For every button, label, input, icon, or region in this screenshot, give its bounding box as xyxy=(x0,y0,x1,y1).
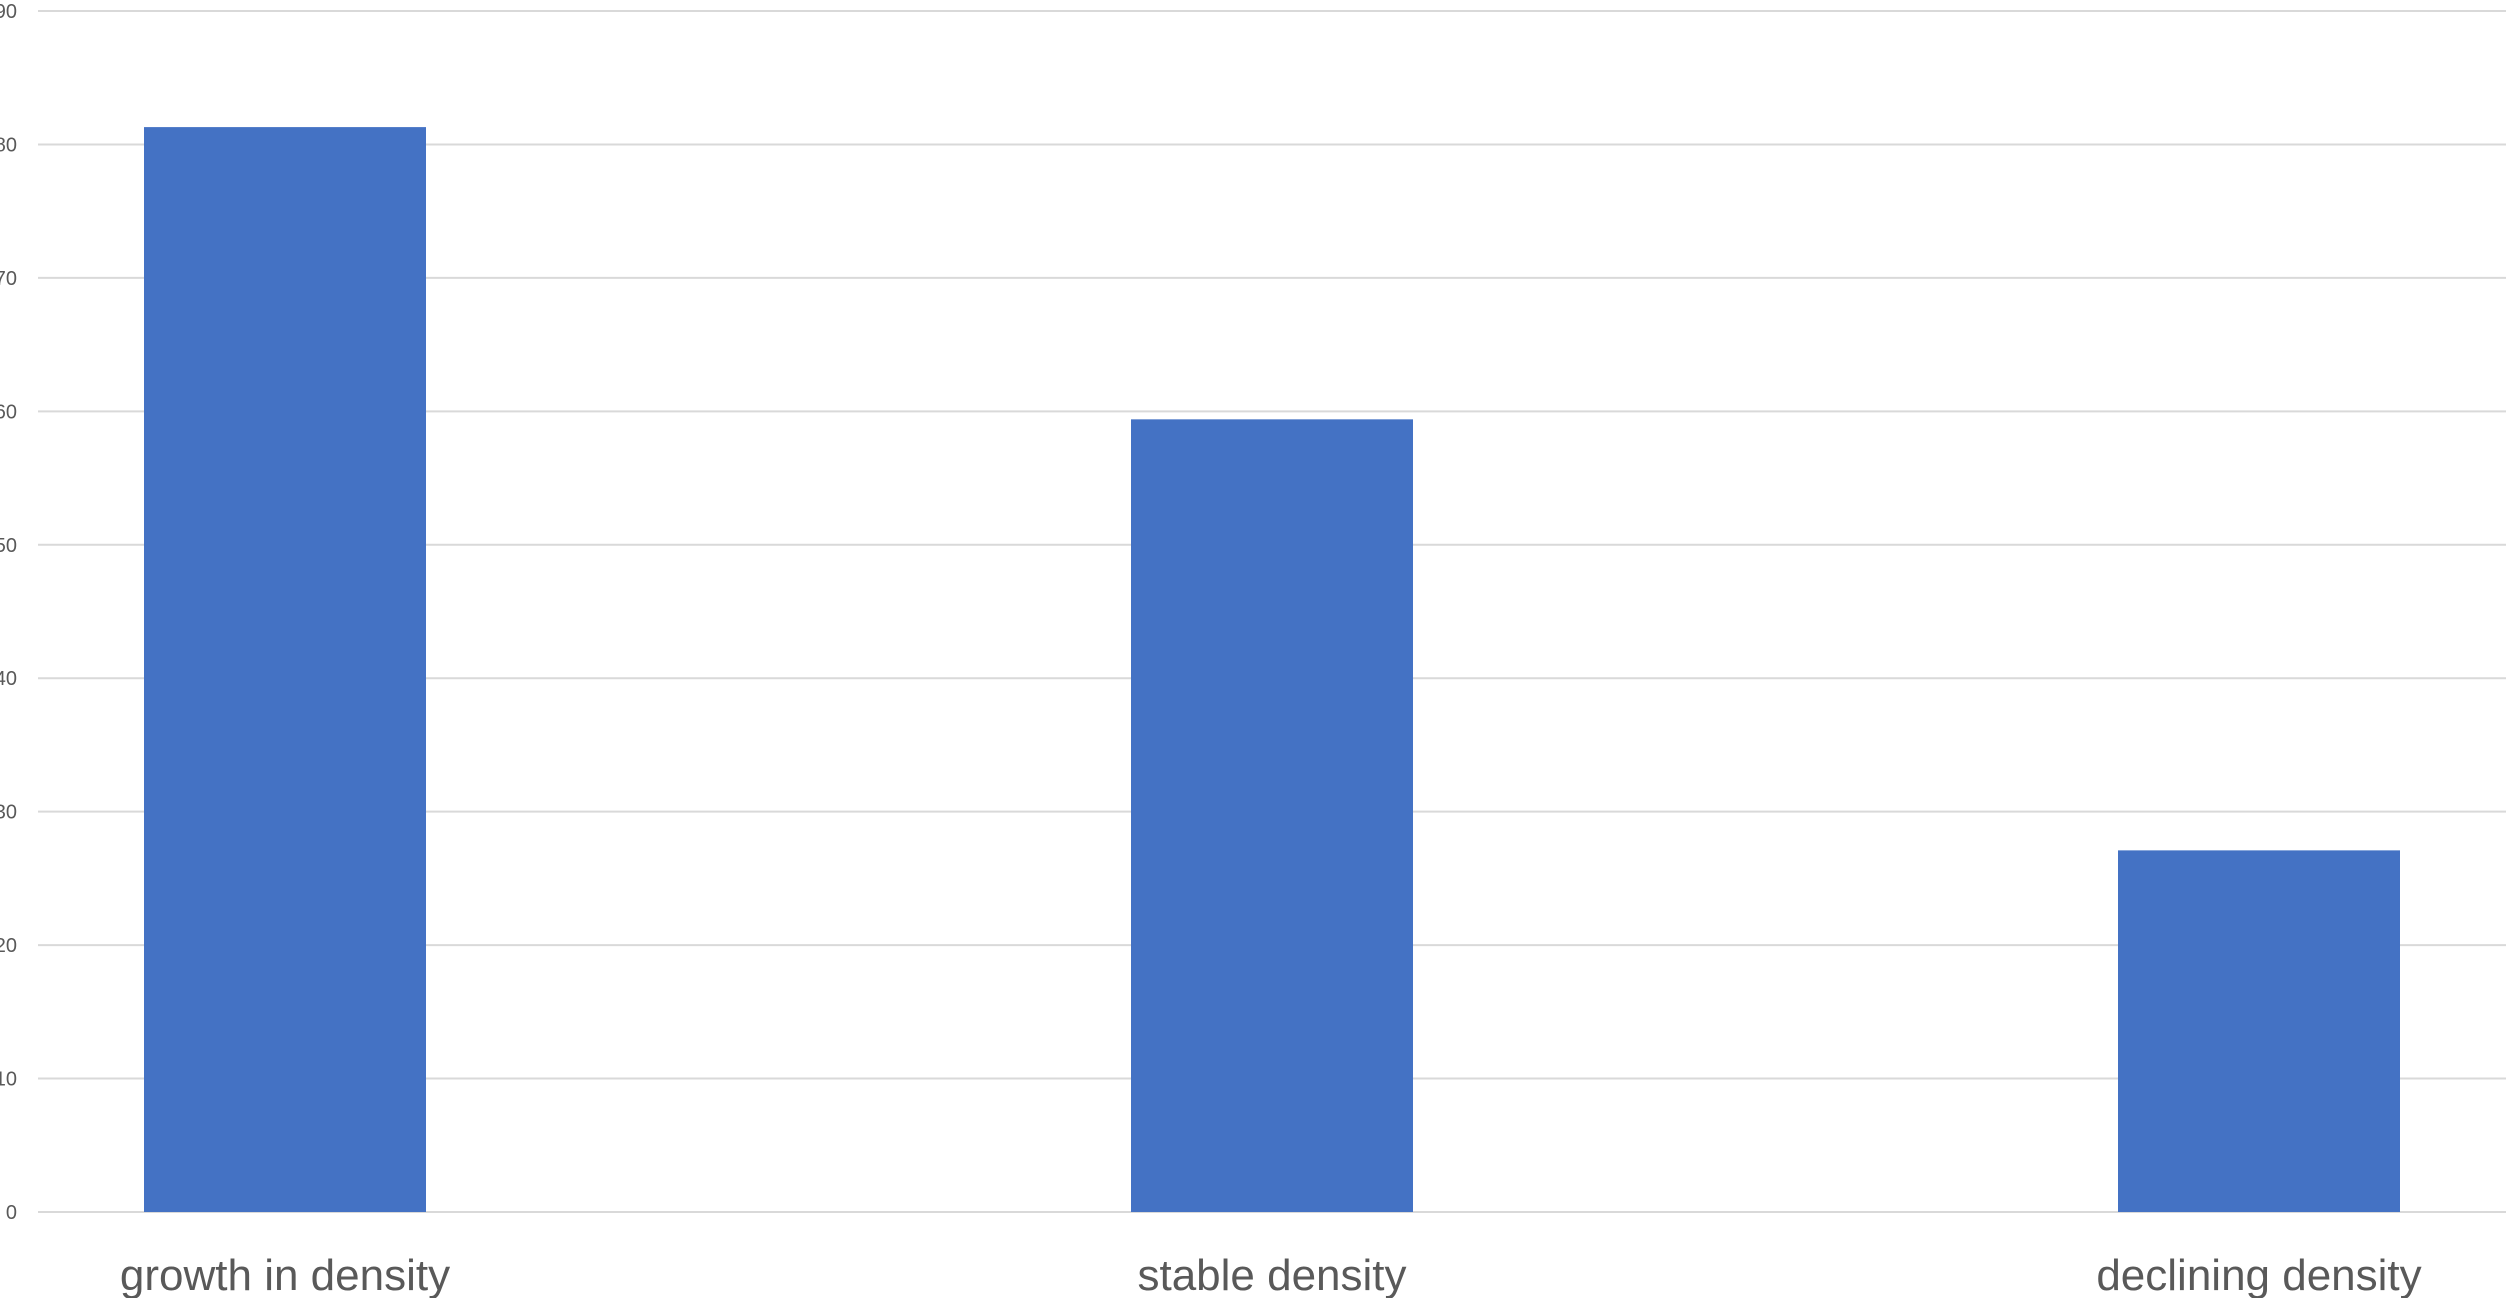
x-axis-category-labels: growth in density stable density declining… xyxy=(120,1251,2422,1298)
bar-growth-in-density xyxy=(144,127,426,1212)
y-tick-label: 60 xyxy=(0,401,17,423)
bar-stable-density xyxy=(1131,419,1413,1213)
y-tick-label: 80 xyxy=(0,134,17,156)
bar-declining-density xyxy=(2118,850,2400,1212)
y-tick-label: 30 xyxy=(0,802,17,824)
y-tick-label: 10 xyxy=(0,1069,17,1091)
bars xyxy=(144,127,2400,1213)
x-category-label: growth in density xyxy=(120,1251,450,1298)
x-category-label: declining density xyxy=(2096,1251,2421,1298)
y-tick-label: 50 xyxy=(0,535,17,557)
y-tick-label: 70 xyxy=(0,268,17,290)
x-category-label: stable density xyxy=(1137,1251,1406,1298)
y-tick-label: 20 xyxy=(0,935,17,957)
y-tick-label: 40 xyxy=(0,668,17,690)
y-axis-tick-labels: 0 10 20 30 40 50 60 70 80 90 xyxy=(0,1,17,1224)
y-tick-label: 0 xyxy=(6,1202,17,1224)
y-tick-label: 90 xyxy=(0,1,17,23)
